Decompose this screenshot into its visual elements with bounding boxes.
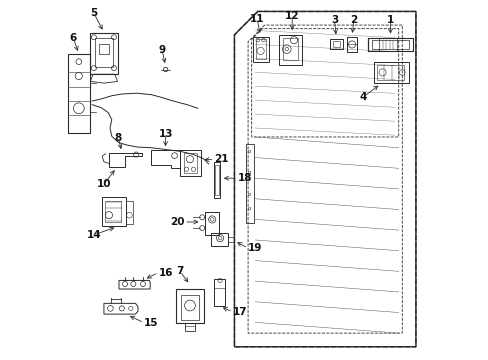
Bar — [332, 41, 339, 47]
Bar — [367, 38, 412, 51]
Bar — [346, 37, 357, 51]
Text: 15: 15 — [144, 318, 158, 328]
Text: 7: 7 — [176, 266, 183, 276]
Bar — [181, 295, 199, 320]
Text: 3: 3 — [330, 15, 337, 26]
Text: ο: ο — [248, 149, 251, 154]
Bar — [204, 212, 219, 234]
Bar — [329, 40, 342, 49]
Text: 9: 9 — [158, 45, 165, 55]
Text: 13: 13 — [158, 129, 172, 139]
Bar — [376, 64, 403, 80]
Bar — [278, 35, 301, 65]
Bar — [105, 201, 121, 222]
Text: 12: 12 — [285, 11, 299, 21]
Text: 10: 10 — [97, 179, 111, 189]
Text: 21: 21 — [214, 154, 228, 164]
Bar — [214, 279, 224, 306]
Text: 16: 16 — [158, 267, 173, 278]
Bar — [246, 144, 254, 223]
Bar — [99, 44, 109, 54]
Bar — [183, 153, 197, 173]
Bar — [373, 62, 408, 83]
Bar — [180, 149, 201, 176]
Bar — [126, 201, 132, 224]
Text: ο: ο — [248, 206, 251, 211]
Bar — [211, 233, 228, 246]
Text: 4: 4 — [359, 92, 366, 102]
Text: 2: 2 — [349, 15, 357, 25]
Text: 1: 1 — [386, 15, 393, 25]
Bar — [283, 39, 297, 60]
Text: 8: 8 — [114, 133, 122, 143]
Bar — [184, 323, 195, 330]
Bar — [68, 54, 89, 134]
Text: ο: ο — [248, 192, 251, 197]
Bar — [176, 289, 203, 323]
Bar — [213, 162, 220, 198]
Bar — [252, 37, 268, 62]
Bar — [95, 39, 113, 67]
Text: ο: ο — [248, 170, 251, 175]
Bar — [371, 40, 408, 49]
Bar — [90, 33, 117, 74]
Text: 14: 14 — [86, 230, 101, 240]
Text: 19: 19 — [247, 243, 262, 253]
Text: 6: 6 — [70, 33, 77, 43]
Text: 20: 20 — [169, 217, 184, 227]
Bar — [102, 197, 126, 226]
Bar — [215, 165, 218, 195]
Bar — [255, 39, 265, 59]
Text: 17: 17 — [232, 307, 247, 317]
Text: 5: 5 — [90, 8, 97, 18]
Text: 18: 18 — [238, 173, 252, 183]
Text: 11: 11 — [249, 14, 264, 24]
